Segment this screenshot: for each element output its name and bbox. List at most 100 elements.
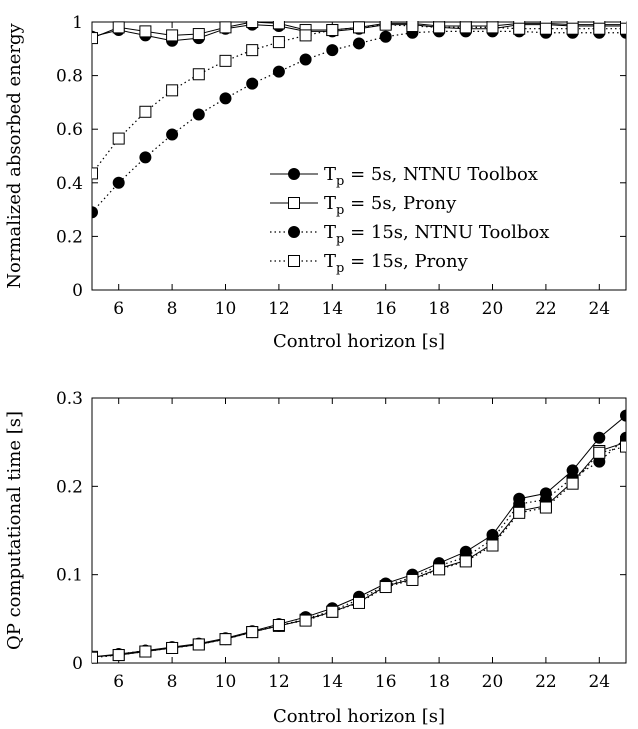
data-point: [486, 539, 499, 552]
legend-marker: [288, 168, 300, 180]
data-point: [166, 84, 179, 97]
data-point: [166, 641, 179, 654]
x-tick-label: 8: [167, 299, 178, 319]
y-tick-label: 0.2: [56, 477, 83, 497]
data-point: [326, 605, 339, 618]
data-point: [192, 638, 205, 651]
series-1: [92, 409, 626, 663]
data-point: [299, 29, 312, 42]
data-point: [139, 105, 152, 118]
series-line: [92, 437, 626, 659]
data-point: [112, 649, 125, 662]
data-point: [139, 645, 152, 658]
data-point: [513, 506, 526, 519]
x-tick-label: 6: [113, 672, 124, 692]
data-point: [246, 626, 259, 639]
legend-label: Tp = 15s, NTNU Toolbox: [324, 222, 549, 247]
x-tick-label: 6: [113, 299, 124, 319]
data-point: [353, 37, 365, 50]
data-point: [379, 21, 392, 31]
legend-label: Tp = 5s, NTNU Toolbox: [324, 164, 538, 189]
data-point: [246, 21, 259, 28]
legend-marker: [288, 226, 300, 238]
x-tick-label: 14: [321, 672, 343, 692]
y-axis-label: QP computational time [s]: [4, 411, 25, 650]
data-point: [92, 651, 98, 664]
series-line: [92, 445, 626, 659]
legend-label: Tp = 15s, Prony: [324, 251, 469, 276]
y-tick-label: 0.4: [56, 174, 83, 194]
data-point: [566, 22, 579, 35]
series-line: [92, 415, 626, 658]
y-tick-label: 0.3: [56, 389, 83, 409]
data-point: [593, 431, 606, 444]
data-point: [139, 25, 152, 38]
data-point: [620, 22, 626, 35]
y-tick-label: 0.8: [56, 67, 83, 87]
chart-panel-1: 6 8 10 12 14 16 18 20 22 24 0 0.2 0.4 0.6 0.8 1 Control …: [4, 13, 627, 352]
data-point: [92, 206, 98, 219]
x-tick-label: 16: [375, 672, 397, 692]
plot-area: [92, 409, 626, 664]
data-point: [620, 440, 626, 453]
x-tick-label: 10: [215, 299, 237, 319]
data-point: [92, 32, 98, 45]
data-point: [272, 619, 285, 632]
chart-panel-2: 6 8 10 12 14 16 18 20 22 24 0 0.1 0.2 0.3 Control hori…: [4, 389, 627, 727]
data-point: [353, 596, 365, 609]
x-tick-label: 24: [588, 672, 610, 692]
data-point: [219, 54, 232, 67]
data-point: [459, 555, 472, 568]
x-tick-label: 10: [215, 672, 237, 692]
data-point: [246, 44, 259, 57]
data-point: [192, 28, 205, 41]
x-tick-label: 12: [268, 672, 290, 692]
series-line: [92, 441, 626, 658]
legend-label: Tp = 5s, Prony: [324, 193, 457, 218]
x-tick-label: 12: [268, 299, 290, 319]
data-point: [566, 477, 579, 490]
data-point: [593, 22, 606, 35]
data-point: [246, 77, 259, 90]
x-axis-label: Control horizon [s]: [273, 331, 445, 352]
data-point: [219, 21, 232, 34]
data-point: [406, 573, 419, 586]
data-point: [379, 30, 392, 43]
data-point: [192, 108, 205, 121]
x-tick-label: 18: [428, 672, 450, 692]
data-point: [219, 633, 232, 646]
plot-frame: [91, 21, 627, 291]
series-2: [92, 436, 626, 663]
data-point: [379, 581, 392, 594]
data-point: [459, 21, 472, 34]
data-point: [166, 29, 179, 42]
data-point: [139, 151, 152, 164]
data-point: [192, 68, 205, 81]
plot-area: [92, 21, 626, 219]
plot-frame: [91, 397, 627, 664]
data-point: [92, 167, 98, 180]
data-point: [326, 44, 339, 57]
legend: Tp = 5s, NTNU Toolbox Tp = 5s, Prony Tp = …: [270, 164, 549, 276]
data-point: [406, 21, 419, 33]
data-point: [353, 21, 365, 34]
data-point: [433, 21, 446, 34]
x-axis-label: Control horizon [s]: [273, 706, 445, 727]
x-tick-label: 14: [321, 299, 343, 319]
y-tick-label: 0.2: [56, 227, 83, 247]
data-point: [272, 36, 285, 49]
y-tick-label: 0: [72, 654, 83, 674]
series-3: [92, 431, 626, 664]
y-tick-label: 0.1: [56, 566, 83, 586]
data-point: [272, 65, 285, 78]
data-point: [620, 431, 626, 444]
x-tick-label: 16: [375, 299, 397, 319]
data-point: [326, 24, 339, 37]
data-point: [539, 22, 552, 35]
data-point: [166, 128, 179, 141]
x-tick-label: 22: [535, 299, 557, 319]
data-point: [272, 21, 285, 30]
data-point: [593, 446, 606, 459]
data-point: [539, 501, 552, 514]
